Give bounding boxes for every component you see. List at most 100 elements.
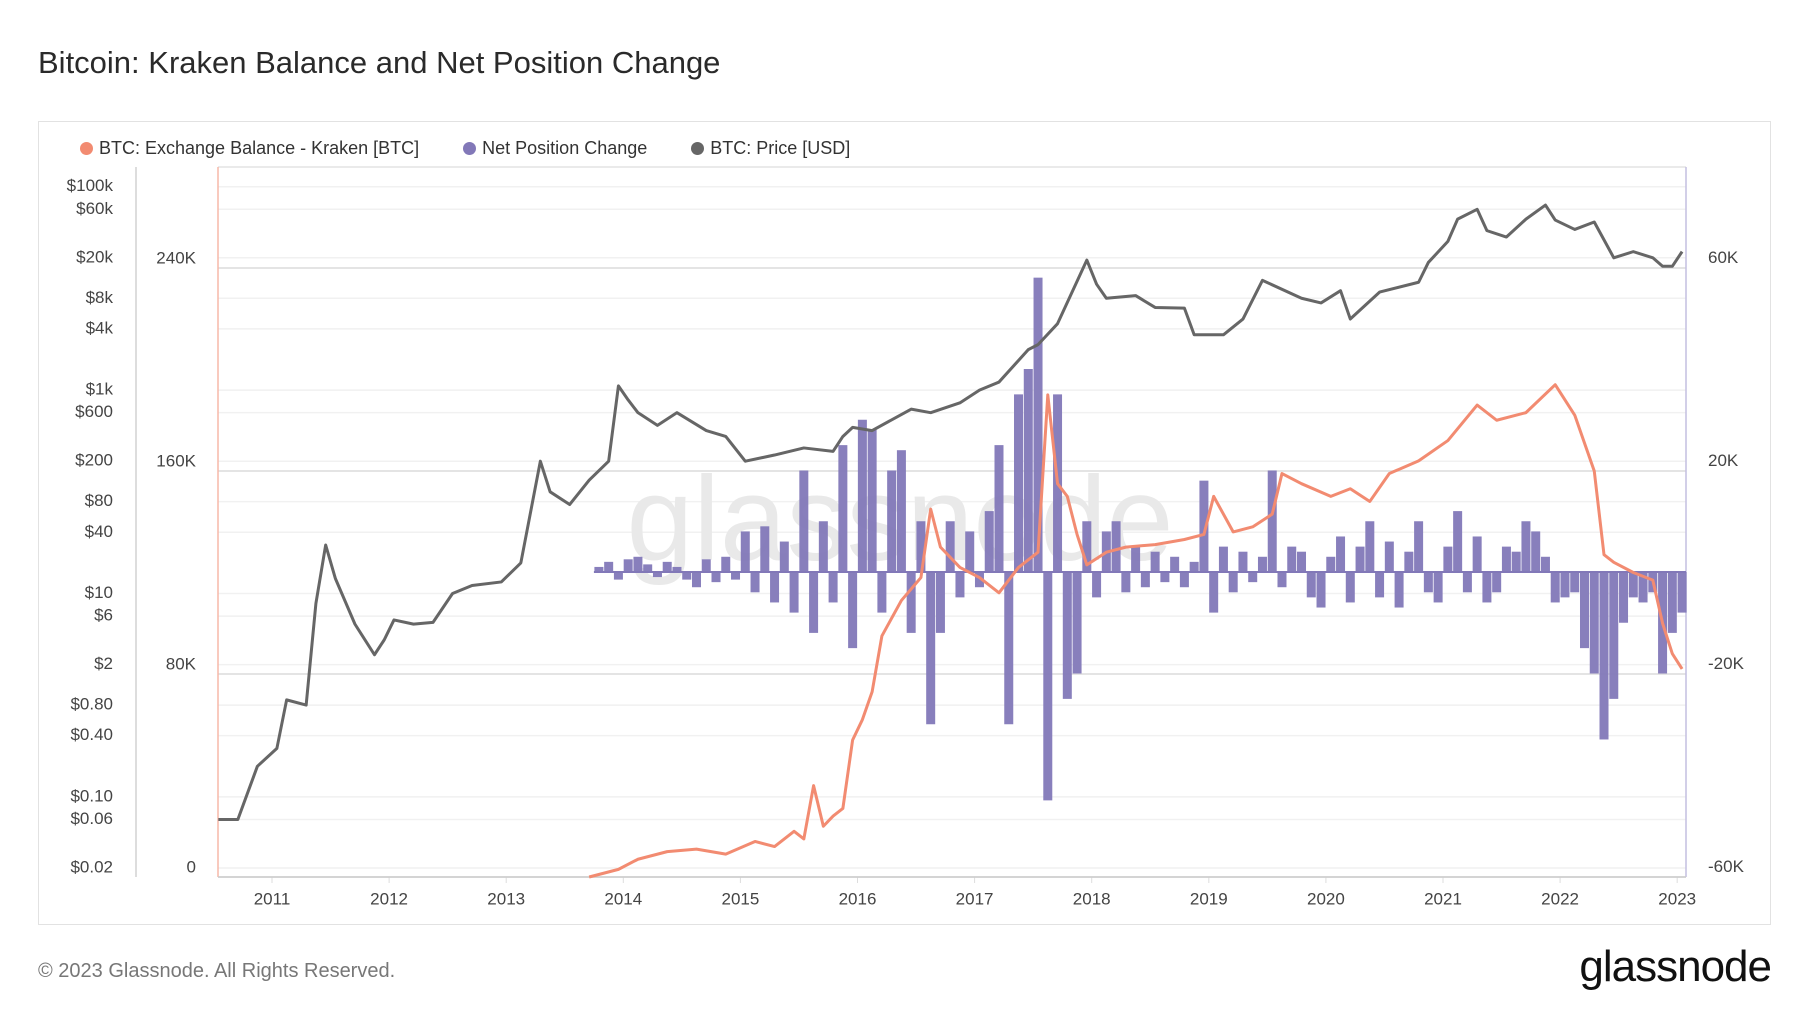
x-tick-label: 2019 <box>1190 889 1228 908</box>
net-position-bar <box>1248 572 1258 583</box>
net-position-bar <box>1092 572 1102 598</box>
net-position-bar <box>1579 572 1589 649</box>
balance-tick-label: 160K <box>156 451 196 470</box>
net-position-bar <box>789 572 799 613</box>
net-position-bar <box>877 572 887 613</box>
page-title: Bitcoin: Kraken Balance and Net Position… <box>38 45 721 80</box>
net-position-bar <box>926 572 936 725</box>
net-position-bar <box>1297 551 1307 572</box>
x-tick-label: 2016 <box>839 889 877 908</box>
net-position-bar <box>1072 572 1082 674</box>
net-position-bar <box>1287 546 1297 572</box>
net-position-bar <box>721 556 731 572</box>
net-position-bar <box>1121 572 1131 593</box>
x-tick-label: 2014 <box>604 889 642 908</box>
price-tick-label: $20k <box>76 247 113 266</box>
legend-item-price[interactable]: BTC: Price [USD] <box>691 138 850 159</box>
x-tick-label: 2015 <box>721 889 759 908</box>
net-position-bar <box>1443 546 1453 572</box>
net-position-bar <box>965 531 975 572</box>
net-position-bar <box>1609 572 1619 699</box>
net-position-bar <box>1531 531 1541 572</box>
net-tick-label: 20K <box>1708 451 1739 470</box>
net-position-bar <box>848 572 858 649</box>
price-tick-label: $60k <box>76 199 113 218</box>
net-position-bar <box>1492 572 1502 593</box>
net-position-bar <box>672 566 682 572</box>
price-tick-label: $8k <box>86 288 114 307</box>
price-tick-label: $0.40 <box>70 725 113 744</box>
net-position-bar <box>896 450 906 572</box>
legend-item-balance[interactable]: BTC: Exchange Balance - Kraken [BTC] <box>80 138 419 159</box>
net-position-bar <box>1619 572 1629 623</box>
net-position-bar <box>711 572 721 583</box>
copyright: © 2023 Glassnode. All Rights Reserved. <box>38 960 396 982</box>
net-position-bar <box>1306 572 1316 598</box>
net-position-bar <box>1131 546 1141 572</box>
net-position-bar <box>633 556 643 572</box>
balance-dot-icon <box>80 142 93 155</box>
glassnode-logo: glassnode <box>1579 942 1772 991</box>
net-position-bar <box>1365 521 1375 572</box>
net-position-bar <box>1384 541 1394 572</box>
x-tick-label: 2021 <box>1424 889 1462 908</box>
net-position-bar <box>1482 572 1492 603</box>
price-tick-label: $40 <box>85 522 113 541</box>
x-tick-label: 2011 <box>254 889 291 908</box>
price-tick-label: $0.02 <box>70 857 113 876</box>
legend-item-net-position[interactable]: Net Position Change <box>463 138 647 159</box>
net-position-bar <box>1150 551 1160 572</box>
net-position-bar <box>867 429 877 572</box>
net-position-bar <box>1004 572 1014 725</box>
net-position-bar <box>623 559 633 572</box>
net-position-bar <box>1414 521 1424 572</box>
net-position-bar <box>1179 572 1189 588</box>
net-position-bar <box>984 511 994 572</box>
price-tick-label: $1k <box>86 380 114 399</box>
net-dot-icon <box>463 142 477 155</box>
balance-line <box>588 383 1684 879</box>
net-position-bar <box>1394 572 1404 608</box>
net-position-bar <box>662 561 672 572</box>
net-position-bar <box>1033 277 1043 572</box>
x-tick-label: 2012 <box>370 889 408 908</box>
net-position-bar <box>1082 521 1092 572</box>
price-tick-label: $200 <box>75 451 113 470</box>
net-position-bar <box>779 541 789 572</box>
net-position-bar <box>1355 546 1365 572</box>
net-position-bar <box>818 521 828 572</box>
balance-tick-label: 240K <box>156 248 196 267</box>
net-position-bar <box>731 572 741 580</box>
net-position-bar <box>1140 572 1150 588</box>
net-position-bar <box>1062 572 1072 699</box>
net-position-bar <box>613 572 623 580</box>
net-position-bar <box>1501 546 1511 572</box>
net-position-bar <box>1345 572 1355 603</box>
net-position-bar <box>857 419 867 572</box>
net-position-bar <box>1277 572 1287 588</box>
net-position-bar <box>1218 546 1228 572</box>
net-position-bar <box>1111 521 1121 572</box>
net-position-bar <box>1023 369 1033 572</box>
balance-tick-label: 80K <box>166 654 197 673</box>
net-position-bar <box>594 566 604 572</box>
net-position-bar <box>1209 572 1219 613</box>
net-position-bar <box>1014 394 1024 572</box>
net-position-bar <box>1189 561 1199 572</box>
net-position-bar <box>1589 572 1599 674</box>
net-position-bar <box>1472 536 1482 572</box>
net-position-bar <box>887 470 897 572</box>
net-position-bar <box>770 572 780 603</box>
net-position-bar <box>1170 556 1180 572</box>
price-tick-label: $2 <box>94 654 113 673</box>
net-position-bar <box>906 572 916 633</box>
balance-tick-label: 0 <box>187 857 196 876</box>
price-tick-label: $0.10 <box>70 786 113 805</box>
net-position-bar <box>740 531 750 572</box>
price-tick-label: $10 <box>85 583 113 602</box>
x-tick-label: 2020 <box>1307 889 1345 908</box>
net-position-bar <box>1336 536 1346 572</box>
x-tick-label: 2017 <box>956 889 994 908</box>
net-position-bar <box>1570 572 1580 593</box>
